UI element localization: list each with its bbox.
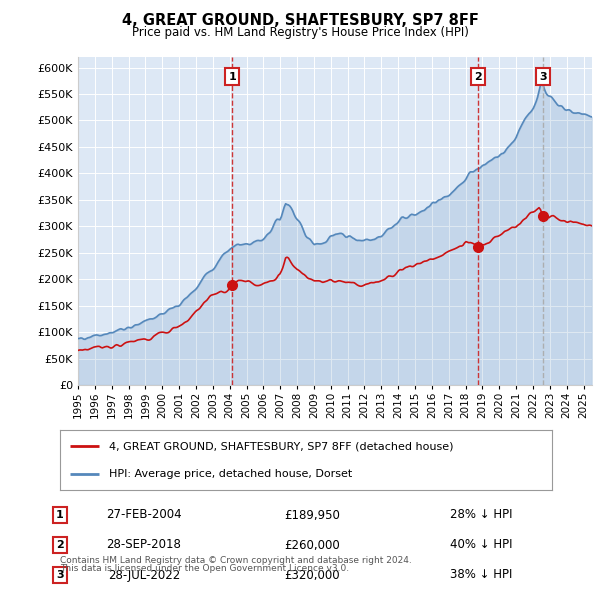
Text: 3: 3 [539, 72, 547, 82]
Text: HPI: Average price, detached house, Dorset: HPI: Average price, detached house, Dors… [109, 469, 352, 479]
Text: 1: 1 [229, 72, 236, 82]
Text: Price paid vs. HM Land Registry's House Price Index (HPI): Price paid vs. HM Land Registry's House … [131, 26, 469, 39]
Text: 1: 1 [56, 510, 64, 520]
Text: 3: 3 [56, 570, 64, 580]
Text: 38% ↓ HPI: 38% ↓ HPI [450, 569, 512, 582]
Text: Contains HM Land Registry data © Crown copyright and database right 2024.: Contains HM Land Registry data © Crown c… [60, 556, 412, 565]
Text: £260,000: £260,000 [284, 539, 340, 552]
Text: This data is licensed under the Open Government Licence v3.0.: This data is licensed under the Open Gov… [60, 564, 349, 573]
Text: 40% ↓ HPI: 40% ↓ HPI [450, 539, 512, 552]
Text: 27-FEB-2004: 27-FEB-2004 [106, 509, 182, 522]
Text: £189,950: £189,950 [284, 509, 340, 522]
Text: 4, GREAT GROUND, SHAFTESBURY, SP7 8FF: 4, GREAT GROUND, SHAFTESBURY, SP7 8FF [122, 13, 478, 28]
Text: 4, GREAT GROUND, SHAFTESBURY, SP7 8FF (detached house): 4, GREAT GROUND, SHAFTESBURY, SP7 8FF (d… [109, 441, 454, 451]
Text: 28% ↓ HPI: 28% ↓ HPI [450, 509, 512, 522]
Text: 28-SEP-2018: 28-SEP-2018 [107, 539, 181, 552]
Text: 2: 2 [56, 540, 64, 550]
Text: £320,000: £320,000 [284, 569, 340, 582]
Text: 2: 2 [475, 72, 482, 82]
Text: 28-JUL-2022: 28-JUL-2022 [108, 569, 180, 582]
